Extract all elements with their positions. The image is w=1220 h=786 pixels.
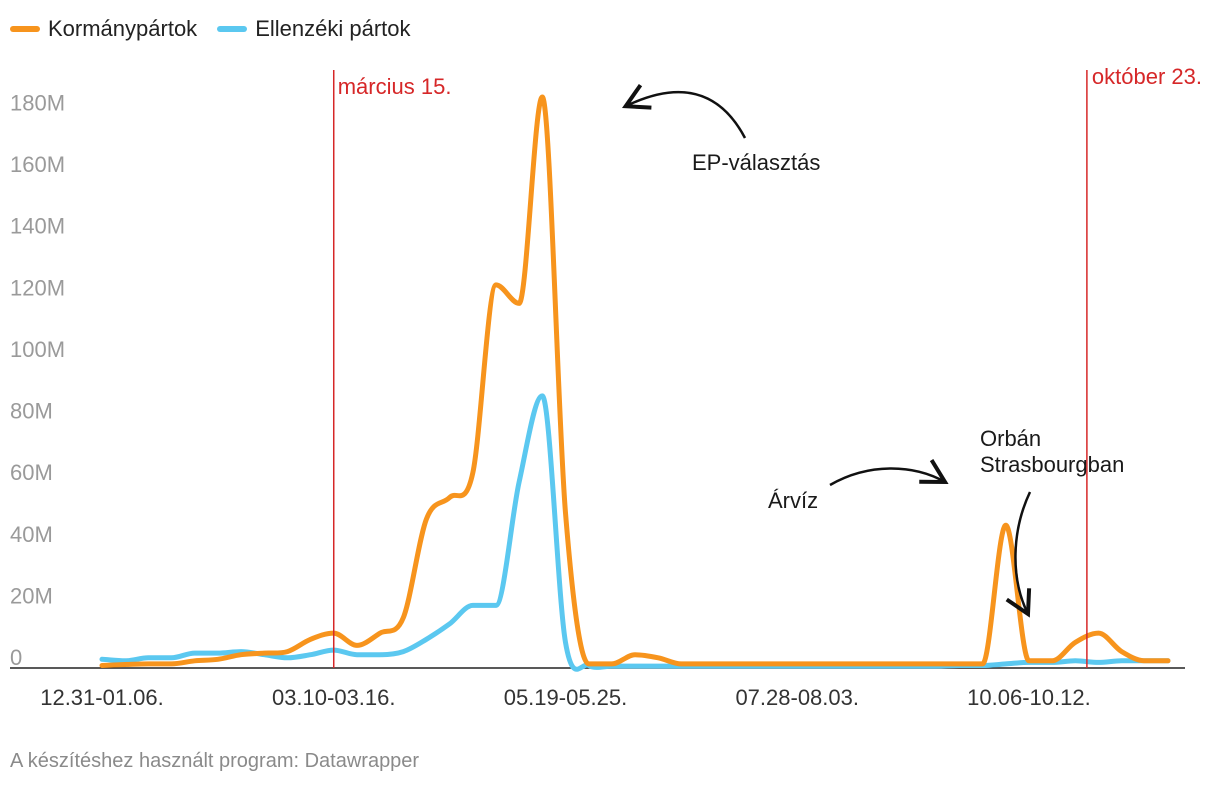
legend-label-government: Kormánypártok [48, 16, 198, 41]
legend-swatch-government [10, 26, 40, 32]
y-tick-label: 0 [10, 645, 22, 670]
annotation-label: Orbán [980, 426, 1041, 451]
event-marker-label: március 15. [338, 74, 452, 99]
y-tick-label: 80M [10, 399, 53, 424]
annotation-label: Árvíz [768, 488, 818, 513]
event-marker-label: október 23. [1092, 64, 1202, 89]
y-tick-label: 160M [10, 152, 65, 177]
legend-item-government: Kormánypártok [10, 16, 197, 42]
x-tick-label: 07.28-08.03. [735, 685, 859, 710]
annotation-label: EP-választás [692, 150, 820, 175]
x-tick-label: 03.10-03.16. [272, 685, 396, 710]
annotation-arrow [1005, 491, 1032, 618]
y-tick-label: 20M [10, 583, 53, 608]
line-chart: 0 20M 40M 60M 80M 100M 120M 140M 160M 180M 12.31-0… [10, 64, 1202, 710]
annotation-arrow [621, 83, 747, 139]
y-tick-label: 120M [10, 275, 65, 300]
annotation-arrow [829, 458, 949, 487]
x-tick-label: 05.19-05.25. [504, 685, 628, 710]
y-tick-label: 100M [10, 337, 65, 362]
y-tick-label: 40M [10, 522, 53, 547]
x-tick-label: 12.31-01.06. [40, 685, 164, 710]
legend: Kormánypártok Ellenzéki pártok [10, 16, 411, 42]
footer-credit: A készítéshez használt program: Datawrap… [10, 750, 420, 772]
legend-swatch-opposition [217, 26, 248, 32]
annotation-label: Strasbourgban [980, 452, 1124, 477]
y-tick-label: 140M [10, 214, 65, 239]
y-tick-label: 180M [10, 90, 65, 115]
series-line-government [99, 94, 1171, 668]
legend-item-opposition: Ellenzéki pártok [217, 16, 411, 42]
legend-label-opposition: Ellenzéki pártok [255, 16, 411, 41]
y-tick-label: 60M [10, 460, 53, 485]
x-tick-label: 10.06-10.12. [967, 685, 1091, 710]
